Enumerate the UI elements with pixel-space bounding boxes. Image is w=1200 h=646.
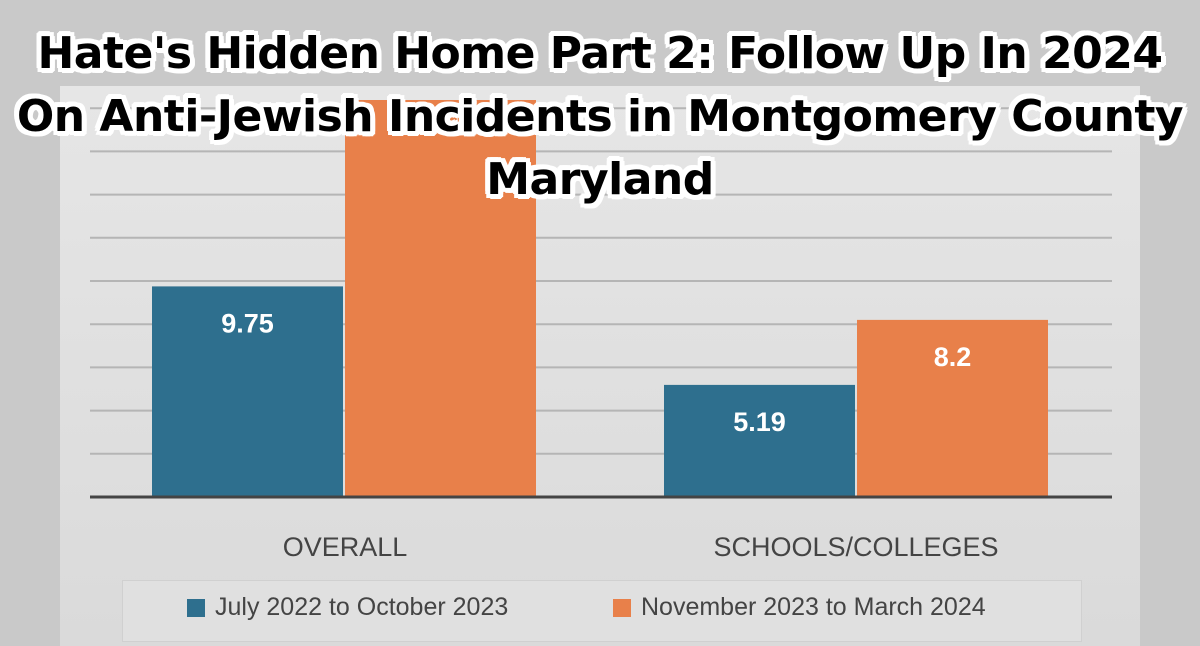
- category-label-schools: SCHOOLS/COLLEGES: [713, 532, 999, 562]
- bar: [664, 384, 855, 497]
- legend-item-series-2: November 2023 to March 2024: [613, 593, 986, 622]
- legend-swatch: [613, 598, 631, 617]
- legend-item-series-1: July 2022 to October 2023: [187, 593, 508, 622]
- legend-swatch: [187, 598, 205, 617]
- legend-label: July 2022 to October 2023: [215, 593, 509, 621]
- data-label: 5.19: [733, 407, 786, 437]
- bar-chart: 9.75 5.19 8.2: [90, 100, 1112, 499]
- category-label-overall: OVERALL: [282, 532, 408, 562]
- legend: July 2022 to October 2023 November 2023 …: [122, 580, 1082, 642]
- legend-label: November 2023 to March 2024: [641, 593, 986, 621]
- page-title: Hate's Hidden Home Part 2: Follow Up In …: [16, 28, 1184, 205]
- data-label: 9.75: [221, 308, 274, 338]
- bar: [152, 286, 343, 497]
- bar: [857, 319, 1048, 497]
- bar: [345, 100, 536, 497]
- data-label: 8.2: [934, 342, 972, 372]
